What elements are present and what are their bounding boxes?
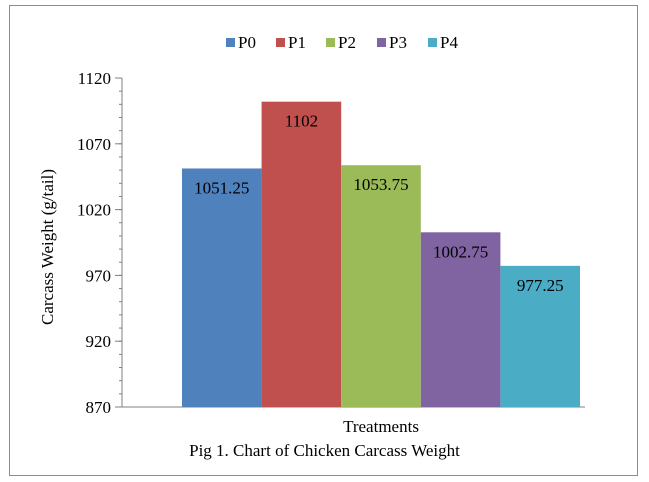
- legend-swatch-p0: [226, 38, 235, 47]
- y-tick-label: 1020: [77, 201, 111, 220]
- data-label-p3: 1002.75: [433, 242, 488, 261]
- legend-swatch-p4: [428, 38, 437, 47]
- figure-caption: Pig 1. Chart of Chicken Carcass Weight: [189, 441, 460, 460]
- legend-label-p2: P2: [338, 33, 356, 52]
- data-label-p2: 1053.75: [353, 175, 408, 194]
- y-axis: 870 920 970 1020 1070 1120: [77, 69, 585, 417]
- chart-legend: P0 P1 P2 P3 P4: [226, 33, 458, 52]
- legend-label-p4: P4: [440, 33, 458, 52]
- legend-label-p1: P1: [288, 33, 306, 52]
- y-tick-label: 870: [86, 398, 112, 417]
- y-tick-label: 970: [86, 266, 112, 285]
- bars-group: [182, 101, 580, 408]
- y-tick-label: 1070: [77, 135, 111, 154]
- bar-p3: [420, 232, 501, 407]
- chart-frame: [9, 5, 638, 476]
- y-tick-label: 920: [86, 332, 112, 351]
- data-label-p4: 977.25: [517, 276, 564, 295]
- bar-p1: [261, 101, 342, 408]
- bar-p4: [500, 265, 580, 407]
- data-label-p1: 1102: [285, 112, 318, 131]
- bar-p2: [341, 165, 421, 407]
- legend-swatch-p1: [276, 38, 285, 47]
- x-axis-label: Treatments: [343, 417, 419, 436]
- y-axis-label: Carcass Weight (g/tail): [38, 169, 57, 325]
- legend-swatch-p3: [377, 38, 386, 47]
- legend-swatch-p2: [326, 38, 335, 47]
- data-label-p0: 1051.25: [194, 178, 249, 197]
- data-labels-group: 1051.25 1102 1053.75 1002.75 977.25: [194, 112, 563, 295]
- y-tick-label: 1120: [78, 69, 111, 88]
- legend-label-p0: P0: [238, 33, 256, 52]
- bar-p0: [182, 168, 262, 407]
- legend-label-p3: P3: [389, 33, 407, 52]
